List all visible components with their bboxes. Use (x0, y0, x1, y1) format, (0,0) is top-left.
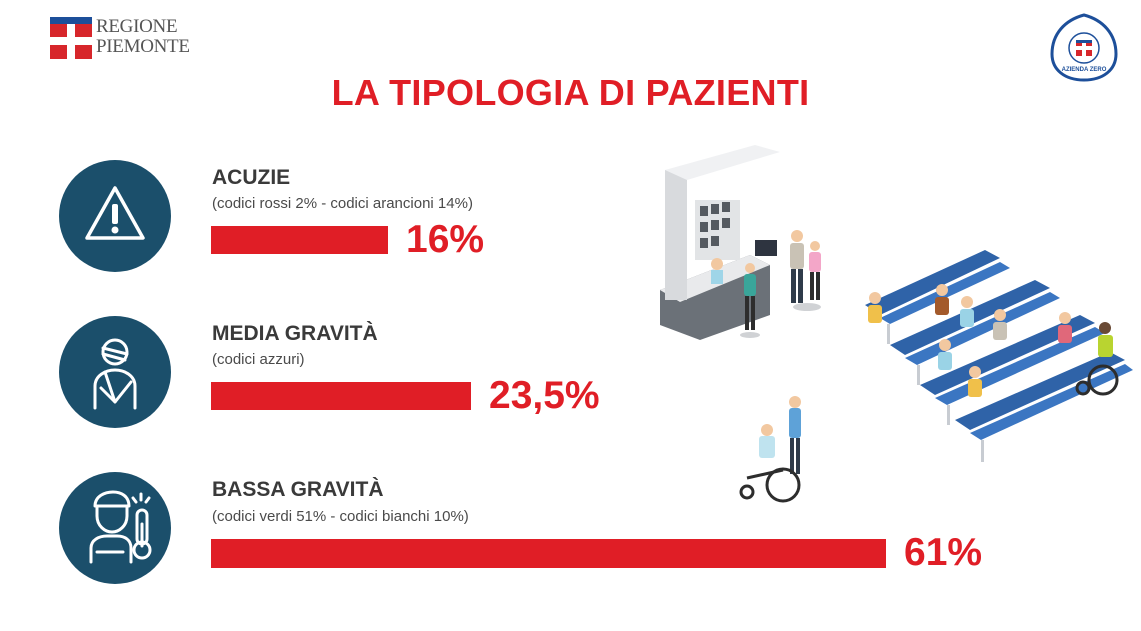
category-title-media-gravita: MEDIA GRAVITÀ (212, 322, 378, 345)
logo-text-line1: REGIONE (96, 16, 178, 37)
azienda-zero-label: AZIENDA ZERO (1061, 67, 1107, 73)
regione-piemonte-logo: REGIONE PIEMONTE (50, 17, 200, 61)
category-subtitle-bassa-gravita: (codici verdi 51% - codici bianchi 10%) (212, 508, 469, 525)
logo-text-line2: PIEMONTE (96, 36, 190, 57)
bar-label-media-gravita: 23,5% (489, 374, 600, 417)
category-title-acuzie: ACUZIE (212, 166, 291, 189)
warning-icon (85, 186, 145, 240)
bassa-gravita-icon-circle (59, 472, 171, 584)
wheelchair-patient-center-icon (739, 396, 801, 503)
category-title-bassa-gravita: BASSA GRAVITÀ (212, 478, 384, 501)
page-title: LA TIPOLOGIA DI PAZIENTI (331, 72, 810, 113)
hospital-waiting-room-illustration (660, 145, 1133, 503)
bar-bassa-gravita (211, 539, 886, 568)
seated-patients-icon (868, 284, 1072, 397)
category-subtitle-acuzie: (codici rossi 2% - codici arancioni 14%) (212, 195, 473, 212)
standing-patients-icon (740, 230, 821, 338)
waiting-chairs-icon (865, 250, 1133, 462)
reception-desk-icon (660, 145, 780, 340)
category-subtitle-media-gravita: (codici azzuri) (212, 351, 305, 368)
injured-patient-icon (93, 338, 137, 410)
piemonte-flag-icon (50, 17, 92, 59)
fever-patient-icon (89, 490, 152, 564)
bar-label-acuzie: 16% (406, 218, 485, 261)
media-gravita-icon-circle (59, 316, 171, 428)
wheelchair-patient-right-icon (1075, 322, 1119, 396)
azienda-zero-logo: AZIENDA ZERO (1048, 12, 1120, 84)
acuzie-icon-circle (59, 160, 171, 272)
bar-acuzie (211, 226, 389, 254)
bar-media-gravita (211, 382, 472, 410)
bar-label-bassa-gravita: 61% (904, 531, 983, 574)
azienda-zero-badge-icon (1050, 13, 1118, 82)
